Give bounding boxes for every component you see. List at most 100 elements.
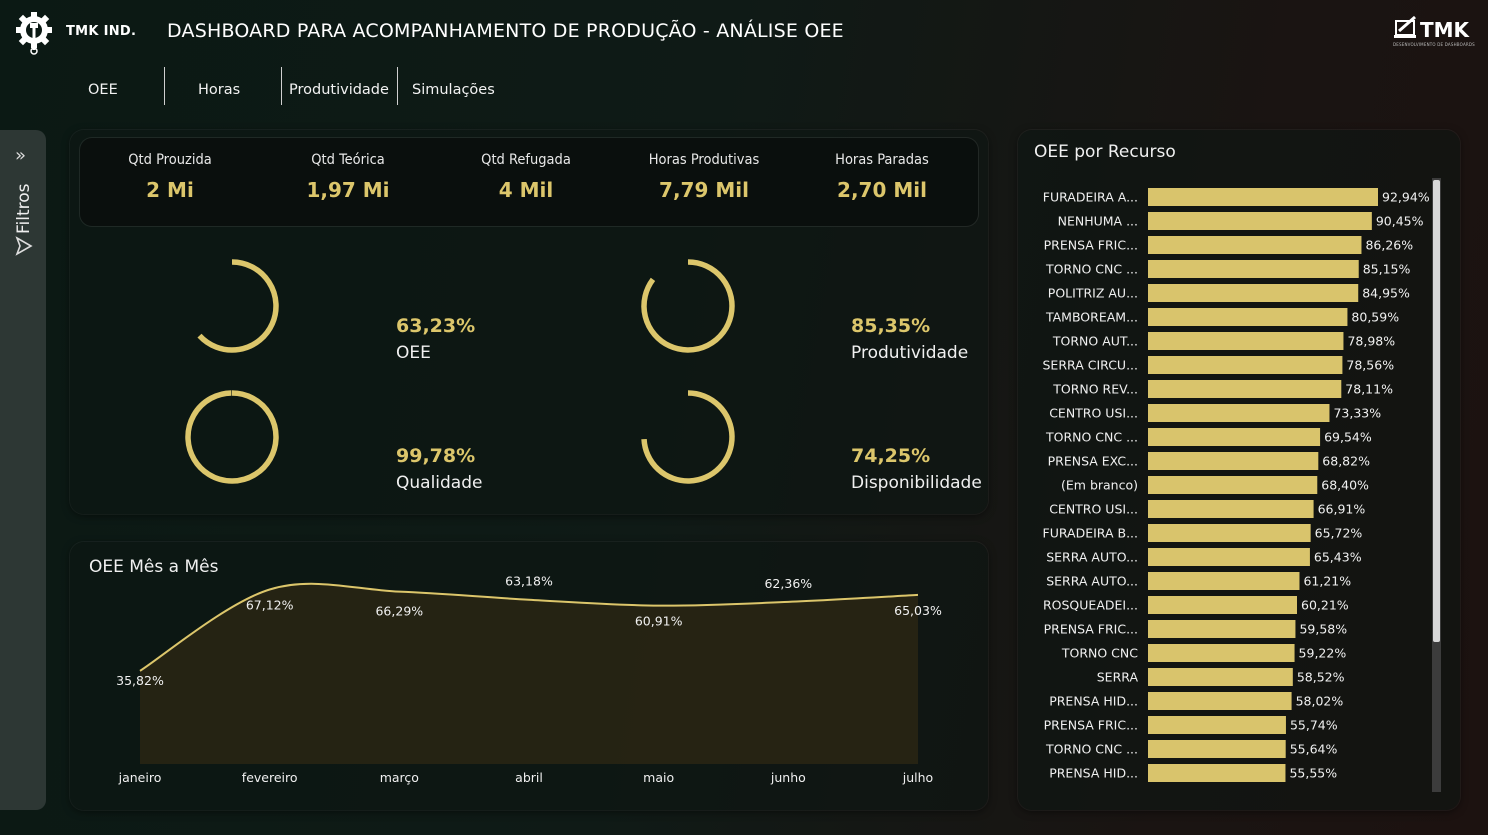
value-label: 58,52% (1297, 670, 1345, 685)
data-label: 62,36% (764, 576, 812, 591)
expand-chevron-icon[interactable]: » (15, 145, 27, 166)
category-label: TAMBOREAM... (1045, 310, 1138, 325)
bar[interactable] (1148, 356, 1343, 374)
tab-produtividade[interactable]: Produtividade (289, 82, 389, 98)
bar[interactable] (1148, 596, 1298, 614)
category-label: TORNO CNC (1061, 646, 1138, 661)
disponibilidade-percent: 74,25% (851, 445, 931, 467)
bar[interactable] (1148, 284, 1359, 302)
bar[interactable] (1148, 404, 1330, 422)
produtividade-label: Produtividade (851, 343, 969, 363)
brand-name: TMK IND. (66, 24, 137, 39)
bar[interactable] (1148, 236, 1362, 254)
bar[interactable] (1148, 476, 1318, 494)
kpi-value: 1,97 Mi (306, 178, 390, 202)
bar[interactable] (1148, 548, 1310, 566)
category-label: CENTRO USI... (1049, 406, 1138, 421)
produtividade-percent: 85,35% (851, 315, 931, 337)
tmk-logo-subtitle: DESENVOLVIMENTO DE DASHBOARDS (1393, 42, 1475, 47)
x-tick-label: julho (902, 770, 933, 785)
bar[interactable] (1148, 692, 1292, 710)
category-label: PRENSA FRIC... (1044, 622, 1138, 637)
oee-monthly-area-chart: 35,82% janeiro 67,12% fevereiro 66,29% março 6… (116, 574, 942, 785)
value-label: 66,91% (1318, 502, 1366, 517)
kpi-horas-produtivas: Horas Produtivas 7,79 Mil (614, 152, 794, 202)
tab-horas[interactable]: Horas (198, 82, 241, 98)
data-label: 66,29% (375, 604, 423, 619)
category-label: PRENSA FRIC... (1044, 238, 1138, 253)
bar[interactable] (1148, 620, 1296, 638)
x-tick-label: junho (770, 770, 806, 785)
data-label: 60,91% (635, 614, 683, 629)
gauge-arc (641, 259, 735, 353)
value-label: 92,94% (1382, 190, 1430, 205)
x-tick-label: janeiro (118, 770, 162, 785)
qualidade-gauge (185, 390, 279, 484)
category-label: SERRA AUTO... (1046, 574, 1138, 589)
data-label: 63,18% (505, 574, 553, 589)
oee-label: OEE (396, 343, 431, 363)
gauge-arc (185, 390, 279, 484)
kpi-qtd-teorica: Qtd Teórica 1,97 Mi (258, 152, 438, 202)
x-tick-label: fevereiro (242, 770, 298, 785)
kpi-label: Qtd Teórica (311, 152, 385, 168)
tab-simulacoes[interactable]: Simulações (412, 82, 495, 98)
kpi-horas-paradas: Horas Paradas 2,70 Mil (792, 152, 972, 202)
oee-gauge (197, 259, 279, 353)
funnel-icon[interactable] (14, 236, 34, 256)
bar[interactable] (1148, 308, 1348, 326)
bar[interactable] (1148, 644, 1295, 662)
kpi-qtd-refugada: Qtd Refugada 4 Mil (436, 152, 616, 202)
category-label: PRENSA HID... (1049, 694, 1138, 709)
gauge-arc (641, 390, 735, 484)
bar[interactable] (1148, 668, 1293, 686)
value-label: 65,72% (1315, 526, 1363, 541)
category-label: TORNO CNC ... (1045, 262, 1138, 277)
category-label: FURADEIRA B... (1043, 526, 1138, 541)
value-label: 59,58% (1299, 622, 1347, 637)
value-label: 78,98% (1347, 334, 1395, 349)
category-label: TORNO REV... (1052, 382, 1138, 397)
value-label: 73,33% (1333, 406, 1381, 421)
filter-pane-label[interactable]: Filtros (10, 170, 34, 240)
category-label: TORNO CNC ... (1045, 742, 1138, 757)
value-label: 85,15% (1363, 262, 1411, 277)
bar[interactable] (1148, 524, 1311, 542)
bar[interactable] (1148, 500, 1314, 518)
disponibilidade-gauge (641, 390, 735, 484)
x-tick-label: março (380, 770, 419, 785)
tab-divider (281, 67, 282, 105)
bar[interactable] (1148, 260, 1359, 278)
category-label: SERRA CIRCU... (1043, 358, 1139, 373)
tab-divider (397, 67, 398, 105)
tmk-logo-text: TMK (1420, 18, 1470, 42)
bar[interactable] (1148, 380, 1342, 398)
page-title: DASHBOARD PARA ACOMPANHAMENTO DE PRODUÇÃ… (167, 20, 844, 42)
bar[interactable] (1148, 716, 1286, 734)
value-label: 68,40% (1321, 478, 1369, 493)
category-label: PRENSA HID... (1049, 766, 1138, 781)
bar[interactable] (1148, 764, 1286, 782)
category-label: POLITRIZ AU... (1048, 286, 1138, 301)
data-label: 65,03% (894, 603, 942, 618)
filter-label-text: Filtros (14, 183, 34, 234)
data-label: 35,82% (116, 673, 164, 688)
bar[interactable] (1148, 452, 1319, 470)
bar[interactable] (1148, 188, 1378, 206)
scrollbar-thumb[interactable] (1433, 180, 1440, 642)
qualidade-metric: 99,78% Qualidade (396, 445, 482, 493)
bar[interactable] (1148, 740, 1286, 758)
value-label: 58,02% (1296, 694, 1344, 709)
filter-pane[interactable] (0, 130, 46, 810)
bar[interactable] (1148, 428, 1321, 446)
value-label: 65,43% (1314, 550, 1362, 565)
bar[interactable] (1148, 332, 1344, 350)
bar[interactable] (1148, 212, 1372, 230)
value-label: 86,26% (1365, 238, 1413, 253)
x-tick-label: abril (515, 770, 543, 785)
bar[interactable] (1148, 572, 1300, 590)
area-fill (140, 583, 918, 764)
tab-oee[interactable]: OEE (88, 82, 118, 98)
value-label: 78,56% (1346, 358, 1394, 373)
category-label: FURADEIRA A... (1043, 190, 1138, 205)
